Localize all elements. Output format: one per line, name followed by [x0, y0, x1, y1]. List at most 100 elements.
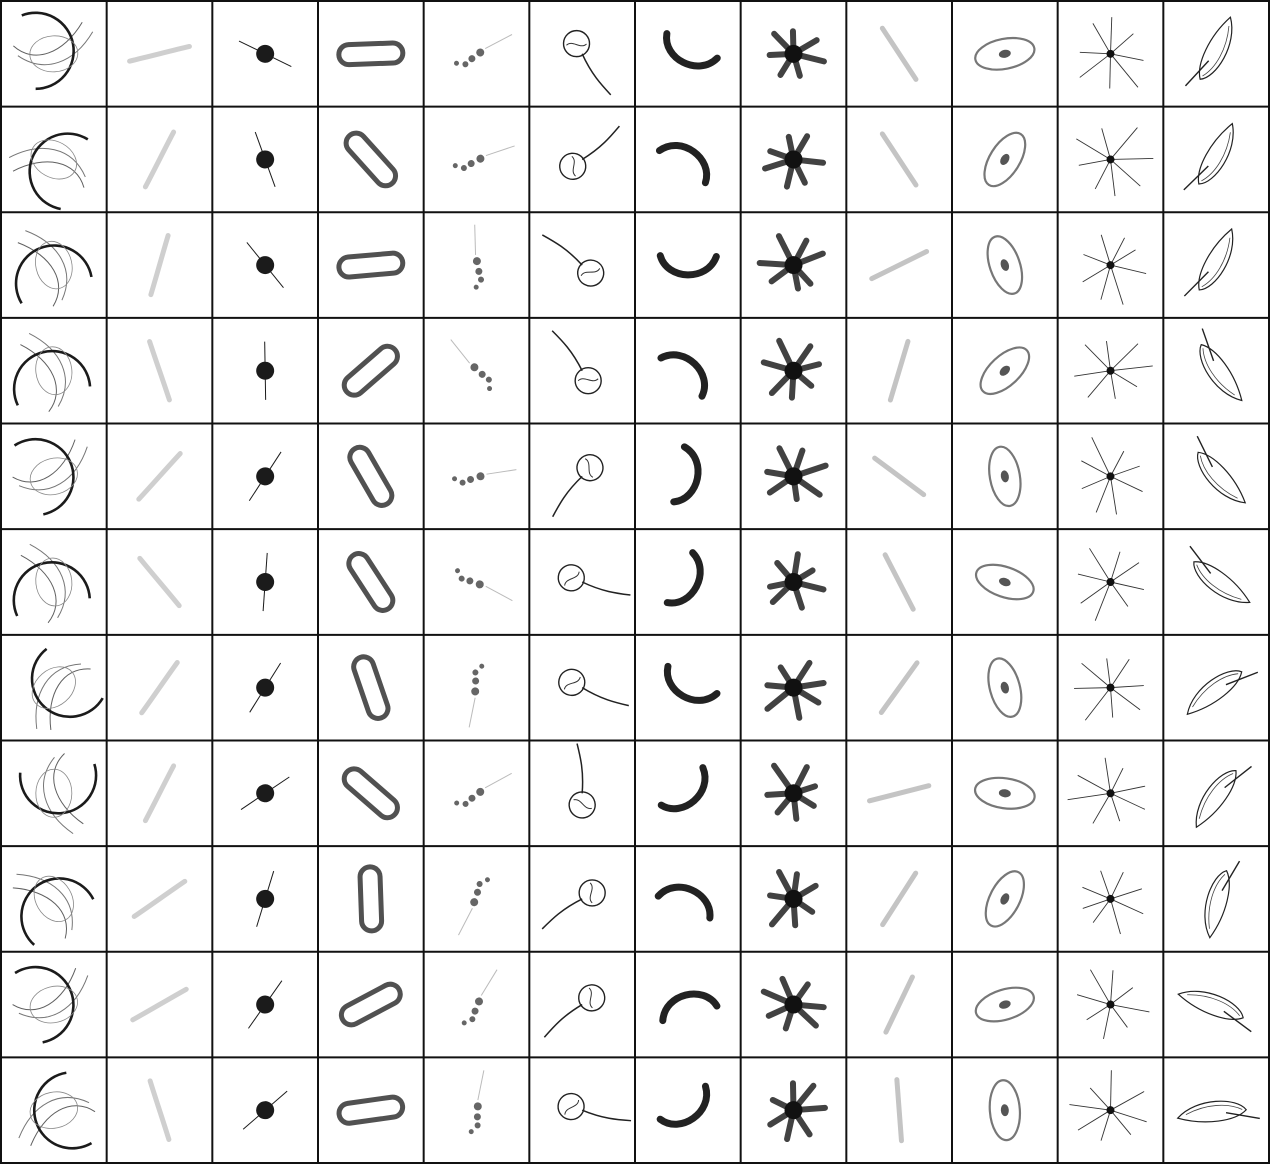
arc-loop-glyph — [12, 873, 95, 946]
splat-star-glyph — [767, 869, 819, 929]
grid-cell — [1057, 846, 1164, 952]
leaf-sketch-glyph — [1196, 435, 1247, 504]
grid-cell — [423, 1057, 530, 1163]
faint-streak-glyph — [127, 43, 192, 64]
circle-stalk-glyph — [568, 743, 596, 819]
grid-cell — [318, 106, 424, 213]
grid-cell — [212, 317, 318, 424]
splat-star-glyph — [762, 133, 827, 190]
grid-cell — [106, 529, 213, 635]
ring-bar-glyph — [336, 40, 406, 68]
ring-bar-glyph — [343, 130, 399, 189]
grid-cell — [952, 846, 1058, 952]
grid-cell — [212, 106, 318, 213]
grid-cell — [1, 423, 107, 530]
blob-spike-glyph — [256, 552, 275, 612]
leaf-sketch-glyph — [1183, 227, 1234, 297]
circle-stalk-glyph — [551, 330, 602, 395]
faint-rod-glyph — [887, 338, 911, 403]
ellipse-dot-glyph — [987, 657, 1023, 718]
blob-spike-glyph — [238, 40, 292, 68]
grid-cell — [635, 423, 741, 530]
grid-cell — [318, 1, 424, 107]
splat-star-glyph — [766, 28, 827, 79]
leaf-sketch-glyph — [1176, 1100, 1260, 1123]
grid-cell — [635, 1, 741, 107]
splat-star-glyph — [760, 975, 827, 1032]
grid-cell — [952, 212, 1058, 318]
grid-cell — [106, 212, 213, 318]
circle-stalk-glyph — [562, 29, 612, 96]
grid-cell — [529, 423, 635, 530]
faint-rod-glyph — [867, 783, 932, 804]
grid-cell — [740, 846, 847, 952]
faint-streak-glyph — [137, 555, 182, 609]
grid-cell — [740, 529, 847, 635]
faint-streak-glyph — [130, 986, 189, 1023]
dotted-chain-glyph — [472, 224, 485, 290]
grid-cell — [1163, 106, 1269, 213]
circle-stalk-glyph — [559, 125, 620, 181]
faint-streak-glyph — [142, 763, 177, 824]
grid-cell — [423, 740, 530, 847]
splat-star-glyph — [764, 762, 819, 822]
splat-star-glyph — [756, 233, 826, 292]
ring-bar-glyph — [338, 981, 403, 1028]
grid-cell — [1057, 317, 1164, 424]
grid-cell — [106, 423, 213, 530]
hook-arc-glyph — [656, 1082, 711, 1128]
grid-cell — [740, 212, 847, 318]
grid-cell — [318, 529, 424, 635]
grid-cell — [318, 317, 424, 424]
grid-cell — [423, 1, 530, 107]
grid-cell — [1, 951, 107, 1058]
grid-cell — [635, 212, 741, 318]
grid-cell — [635, 951, 741, 1058]
hook-arc-glyph — [657, 764, 709, 813]
star-burst-glyph — [1082, 234, 1147, 305]
grid-cell — [635, 740, 741, 847]
arc-loop-glyph — [12, 543, 92, 624]
grid-cell — [529, 317, 635, 424]
grid-cell — [846, 529, 952, 635]
ring-bar-glyph — [351, 654, 391, 721]
ring-bar-glyph — [336, 1094, 406, 1126]
ellipse-dot-glyph — [983, 131, 1027, 188]
grid-cell — [529, 634, 635, 741]
grid-cell — [423, 423, 530, 530]
blob-spike-glyph — [248, 980, 283, 1029]
grid-cell — [1, 1, 107, 107]
star-burst-glyph — [1077, 548, 1144, 621]
leaf-sketch-glyph — [1183, 122, 1234, 191]
ring-bar-glyph — [341, 343, 400, 398]
star-burst-glyph — [1076, 127, 1154, 197]
grid-cell — [846, 317, 952, 424]
grid-cell — [423, 951, 530, 1058]
ring-bar-glyph — [336, 250, 406, 280]
grid-cell — [1, 846, 107, 952]
faint-rod-glyph — [869, 249, 930, 282]
blob-spike-glyph — [249, 662, 282, 713]
hook-arc-glyph — [663, 30, 721, 70]
grid-cell — [1163, 317, 1269, 424]
ellipse-dot-glyph — [984, 870, 1026, 928]
arc-loop-glyph — [12, 437, 88, 516]
blob-spike-glyph — [256, 341, 275, 400]
star-burst-glyph — [1079, 17, 1144, 89]
grid-cell — [318, 212, 424, 318]
blob-spike-glyph — [256, 870, 275, 927]
faint-streak-glyph — [136, 451, 183, 502]
faint-rod-glyph — [879, 25, 919, 82]
hook-arc-glyph — [670, 443, 702, 506]
grid-cell — [106, 740, 213, 847]
grid-cell — [106, 317, 213, 424]
grid-cell — [1163, 1057, 1269, 1163]
arc-loop-glyph — [18, 1071, 96, 1150]
blob-spike-glyph — [242, 1090, 288, 1130]
grid-cell — [1, 740, 107, 847]
splat-star-glyph — [764, 659, 827, 721]
dotted-chain-glyph — [458, 877, 490, 936]
grid-cell — [1, 1057, 107, 1163]
